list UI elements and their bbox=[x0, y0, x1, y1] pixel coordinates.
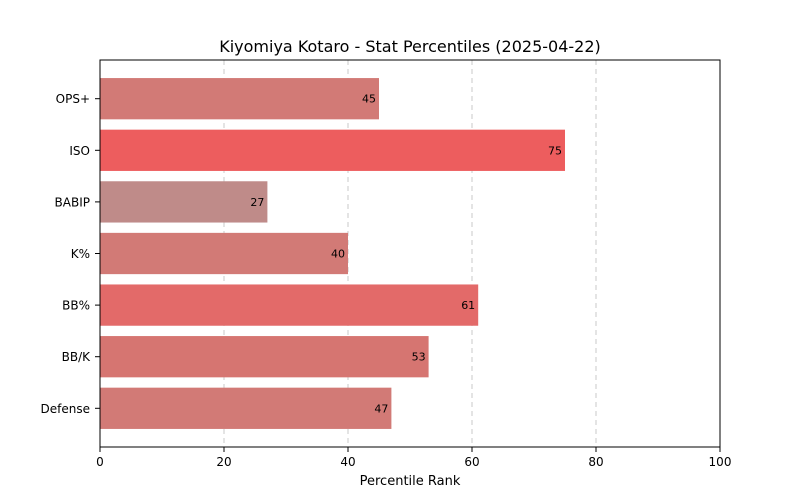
bars: 45 75 27 40 61 53 47 bbox=[100, 78, 565, 429]
bar-value-label: 53 bbox=[412, 351, 426, 364]
bar-iso bbox=[100, 129, 565, 171]
bar-value-label: 27 bbox=[250, 196, 264, 209]
x-tick-label: 100 bbox=[709, 455, 732, 469]
y-tick-label: BB/K bbox=[62, 350, 92, 364]
y-tick-label: Defense bbox=[41, 402, 90, 416]
x-tick-label: 40 bbox=[340, 455, 355, 469]
bar-value-label: 75 bbox=[548, 144, 562, 157]
x-axis-label: Percentile Rank bbox=[360, 474, 461, 489]
bar-bb-k bbox=[100, 336, 429, 378]
bar-defense bbox=[100, 387, 392, 429]
y-tick-label: OPS+ bbox=[56, 92, 90, 106]
x-axis: 0 20 40 60 80 100 bbox=[96, 447, 731, 469]
bar-babip bbox=[100, 181, 268, 223]
y-tick-label: ISO bbox=[69, 144, 90, 158]
x-tick-label: 60 bbox=[464, 455, 479, 469]
x-tick-label: 0 bbox=[96, 455, 104, 469]
x-tick-label: 80 bbox=[588, 455, 603, 469]
y-tick-label: BABIP bbox=[55, 195, 90, 209]
chart-title: Kiyomiya Kotaro - Stat Percentiles (2025… bbox=[219, 37, 601, 56]
bar-value-label: 40 bbox=[331, 248, 345, 261]
bar-value-label: 61 bbox=[461, 299, 475, 312]
x-tick-label: 20 bbox=[216, 455, 231, 469]
y-tick-label: BB% bbox=[62, 299, 90, 313]
bar-bb bbox=[100, 284, 479, 326]
bar-k bbox=[100, 232, 348, 275]
bar-ops bbox=[100, 78, 379, 120]
bar-value-label: 45 bbox=[362, 93, 376, 106]
y-axis: OPS+ ISO BABIP K% BB% BB/K Defense bbox=[41, 92, 100, 416]
y-tick-label: K% bbox=[71, 247, 90, 261]
bar-value-label: 47 bbox=[374, 402, 388, 415]
